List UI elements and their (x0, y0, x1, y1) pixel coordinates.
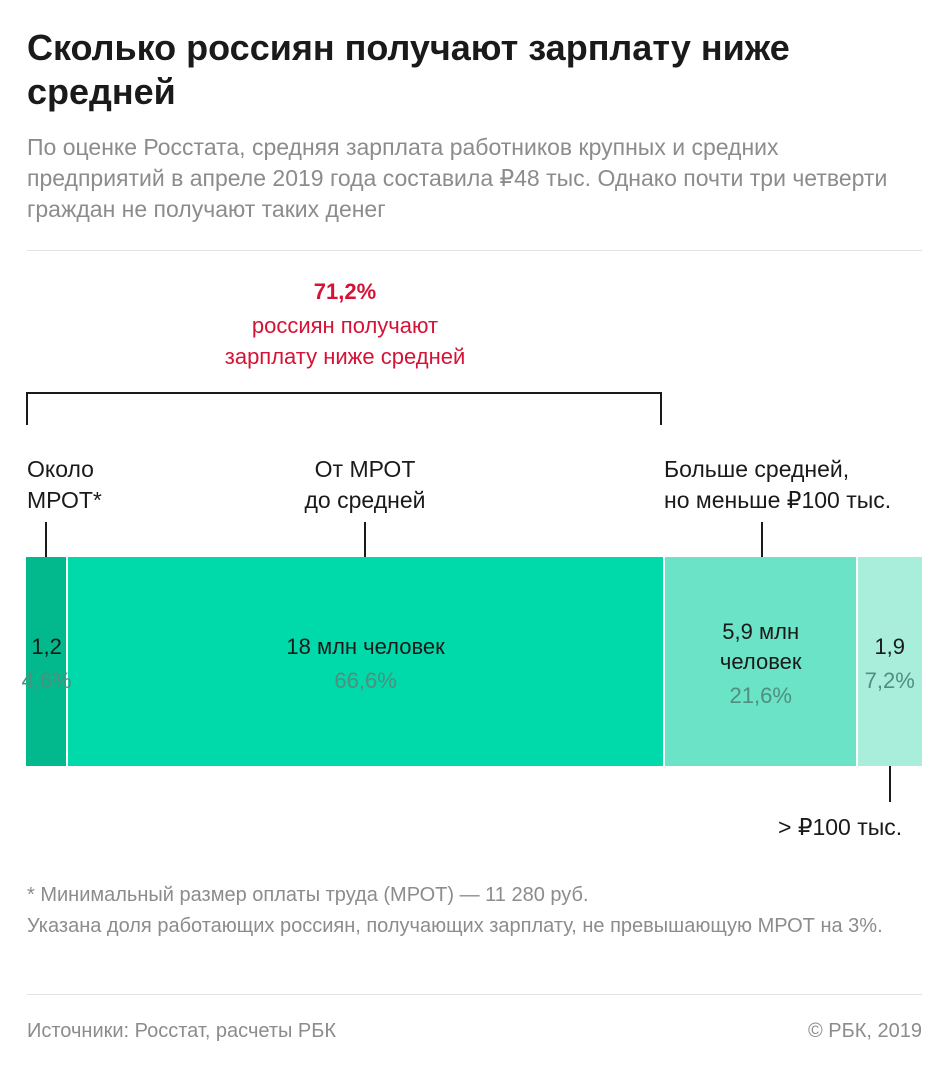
source-credit: Источники: Росстат, расчеты РБК (27, 1020, 337, 1042)
leader-to-avg (364, 522, 366, 572)
leader-above-avg (761, 522, 763, 572)
bracket-right (660, 392, 662, 425)
bar-share-label-above-avg: 21,6% (729, 682, 792, 708)
category-label-over100: > ₽100 тыс. (778, 814, 903, 840)
bar-value-label-above-avg: 5,9 млн человек (719, 618, 802, 674)
chart-title: Сколько россиян получают зарплату ниже с… (27, 27, 790, 112)
divider-bottom (27, 994, 922, 995)
divider-top (27, 250, 922, 251)
bar-segment-over100 (857, 557, 922, 766)
bar-segment-to-avg (67, 557, 664, 766)
chart-subtitle: По оценке Росстата, средняя зарплата раб… (27, 134, 888, 222)
leader-mrot (45, 522, 47, 572)
footnote-line-2: Указана доля работающих россиян, получаю… (27, 915, 883, 937)
bar-share-label-mrot: 4,6% (21, 667, 72, 693)
bar-value-label-to-avg: 18 млн человек (286, 633, 445, 659)
bar-share-label-to-avg: 66,6% (334, 667, 397, 693)
highlight-percent: 71,2% (313, 279, 377, 304)
segment-divider (66, 557, 69, 766)
highlight-text: россиян получают зарплату ниже средней (224, 313, 466, 369)
bar-share-label-over100: 7,2% (864, 667, 915, 693)
bar-segment-above-avg (663, 557, 858, 766)
bracket-top (26, 392, 662, 394)
bar-value-label-over100: 1,9 (874, 633, 906, 659)
footnote-line-1: * Минимальный размер оплаты труда (МРОТ)… (27, 884, 589, 906)
segment-divider (856, 557, 859, 766)
category-label-to-avg: От МРОТ до средней (304, 456, 426, 513)
footnote: * Минимальный размер оплаты труда (МРОТ)… (27, 880, 927, 942)
copyright: © РБК, 2019 (807, 1020, 922, 1042)
bar-value-label-mrot: 1,2 (31, 633, 62, 659)
bracket-left (26, 392, 28, 425)
category-label-above-avg: Больше средней, но меньше ₽100 тыс. (664, 456, 892, 513)
bar-segment-mrot (26, 557, 68, 766)
leader-over100 (889, 752, 891, 802)
segment-divider (662, 557, 665, 766)
category-label-mrot: Около МРОТ* (27, 456, 102, 513)
